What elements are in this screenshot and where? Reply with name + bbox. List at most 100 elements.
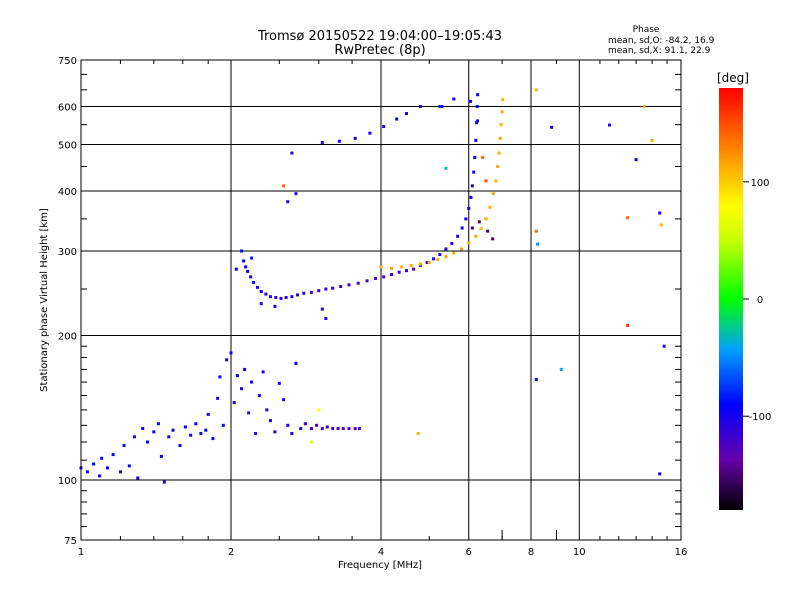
data-point	[382, 125, 386, 129]
data-point	[250, 256, 254, 260]
data-point	[274, 296, 278, 300]
data-point	[127, 464, 131, 468]
data-point	[347, 283, 351, 287]
data-point	[183, 425, 187, 429]
data-point	[472, 170, 476, 174]
data-point	[476, 119, 480, 123]
data-point	[156, 422, 160, 426]
data-point	[658, 472, 662, 476]
data-point	[299, 427, 303, 431]
data-point	[416, 432, 420, 436]
data-point	[317, 408, 321, 412]
data-point	[444, 166, 448, 170]
colorbar-ticks: 100 0 -100	[743, 178, 771, 423]
data-point	[257, 394, 261, 398]
data-point	[141, 427, 145, 431]
data-point	[320, 307, 324, 311]
y-tick-label: 100	[58, 476, 77, 487]
data-point	[659, 223, 663, 227]
y-tick-label: 750	[58, 56, 77, 67]
data-point	[92, 462, 96, 466]
data-point	[234, 267, 238, 271]
data-point	[100, 456, 104, 460]
x-tick-label: 8	[528, 547, 534, 558]
data-point	[118, 470, 122, 474]
data-point	[167, 435, 171, 439]
data-point	[105, 466, 109, 470]
x-tick-label: 2	[228, 547, 234, 558]
data-point	[440, 105, 444, 109]
data-point	[336, 427, 340, 431]
data-point	[397, 270, 401, 274]
x-tick-label: 4	[378, 547, 384, 558]
data-point	[390, 273, 394, 277]
data-point	[246, 269, 250, 273]
data-point	[353, 427, 357, 431]
data-point	[475, 121, 479, 125]
phase-info-title: Phase	[633, 25, 660, 35]
data-point	[634, 158, 638, 162]
grid-lines	[81, 60, 681, 540]
data-point	[467, 206, 471, 210]
data-point	[98, 474, 102, 478]
data-point	[247, 411, 251, 415]
data-point	[232, 401, 236, 405]
data-point	[324, 287, 328, 291]
data-point	[498, 136, 502, 140]
data-point	[325, 425, 329, 429]
data-point	[282, 184, 286, 188]
data-point	[317, 289, 321, 293]
data-point	[642, 105, 646, 109]
data-point	[395, 117, 399, 121]
data-point	[252, 280, 256, 284]
data-point	[284, 296, 288, 300]
data-point	[368, 131, 372, 135]
data-point	[194, 422, 198, 426]
data-point	[379, 265, 383, 269]
data-point	[229, 351, 233, 355]
data-point	[474, 234, 478, 238]
data-point	[199, 432, 203, 436]
data-point	[279, 296, 283, 300]
data-point	[268, 419, 272, 423]
y-tick-label: 600	[58, 103, 77, 114]
y-tick-label: 500	[58, 141, 77, 152]
data-point	[491, 192, 495, 196]
data-point	[240, 387, 244, 391]
data-point	[534, 88, 538, 92]
data-point	[475, 105, 479, 109]
data-point	[452, 97, 456, 101]
data-point	[500, 110, 504, 114]
data-point	[476, 93, 480, 97]
data-point	[324, 317, 328, 321]
data-point	[136, 476, 140, 480]
data-point	[444, 247, 448, 251]
data-point	[464, 217, 468, 221]
data-point	[152, 430, 156, 434]
data-point	[240, 249, 244, 253]
data-point	[273, 304, 277, 308]
data-point	[356, 281, 360, 285]
data-point	[171, 428, 175, 432]
data-point	[460, 226, 464, 230]
data-point	[261, 370, 265, 374]
data-point	[320, 427, 324, 431]
data-point	[474, 138, 478, 142]
data-point	[162, 480, 166, 484]
data-point	[477, 220, 481, 224]
data-point	[243, 367, 247, 371]
data-point	[404, 112, 408, 116]
colorbar-label: [deg]	[717, 71, 749, 85]
chart-title: Tromsø 20150522 19:04:00–19:05:43	[257, 29, 502, 44]
data-point	[491, 237, 495, 241]
data-point	[626, 216, 630, 220]
y-tick-label: 400	[58, 187, 77, 198]
data-point	[432, 257, 436, 261]
data-point	[264, 292, 268, 296]
data-point	[608, 123, 612, 127]
data-point	[259, 290, 263, 294]
data-point	[85, 470, 89, 474]
data-point	[374, 276, 378, 280]
